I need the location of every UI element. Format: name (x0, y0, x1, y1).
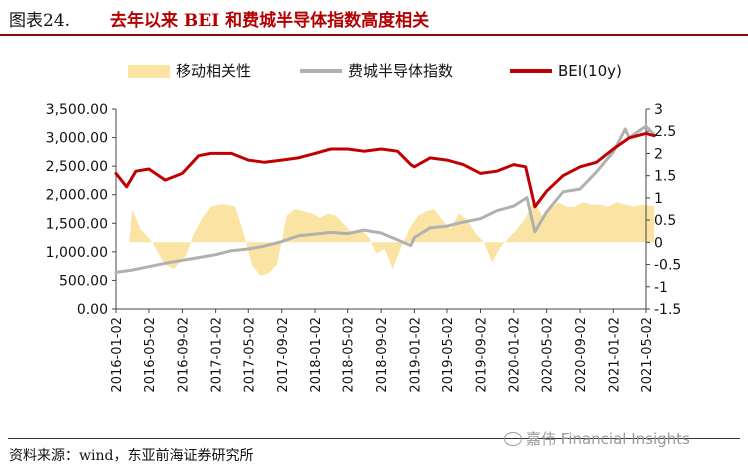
right-tick-label: -0.5 (654, 258, 681, 274)
x-tick-label: 2018-05-02 (342, 317, 357, 393)
figure-label: 图表24. (9, 11, 71, 31)
left-tick-label: 3,000.00 (46, 131, 108, 147)
footer-divider (8, 438, 740, 439)
x-tick-label: 2021-05-02 (640, 317, 655, 393)
right-tick-label: -1 (654, 280, 668, 296)
right-tick-label: -1.5 (654, 302, 681, 318)
series-sox-line (114, 124, 656, 274)
chart-legend: 移动相关性 费城半导体指数 BEI(10y) (128, 62, 622, 80)
left-tick-label: 1,500.00 (46, 216, 108, 232)
right-tick-label: 3 (654, 102, 663, 118)
x-tick-label: 2020-05-02 (541, 317, 556, 393)
series-lines (114, 124, 656, 274)
left-tick-label: 3,500.00 (46, 102, 108, 118)
left-tick-label: 2,000.00 (46, 188, 108, 204)
x-tick-label: 2019-09-02 (475, 317, 490, 393)
source-note: 资料来源：wind，东亚前海证券研究所 (9, 448, 254, 464)
x-tick-label: 2021-01-02 (607, 317, 622, 393)
left-tick-label: 0.00 (77, 302, 108, 318)
x-tick-label: 2020-01-02 (508, 317, 523, 393)
watermark-text: 嘉伟 Financial Insights (526, 430, 690, 448)
x-tick-label: 2016-05-02 (143, 317, 158, 393)
watermark: 嘉伟 Financial Insights (504, 428, 690, 449)
right-tick-label: 2 (654, 146, 663, 162)
legend-label-correlation: 移动相关性 (176, 62, 251, 80)
figure-header: 图表24. 去年以来 BEI 和费城半导体指数高度相关 (0, 0, 748, 36)
chart-svg: 移动相关性 费城半导体指数 BEI(10y) 0.00 500.00 1,000.00 1… (46, 62, 682, 393)
series-correlation-area (116, 200, 655, 276)
left-tick-label: 500.00 (59, 273, 108, 289)
right-tick-label: 0 (654, 235, 663, 251)
right-tick-label: 1.5 (654, 169, 676, 185)
x-tick-label: 2016-01-02 (110, 317, 125, 393)
correlation-area-layer (116, 200, 655, 276)
legend-label-sox: 费城半导体指数 (348, 62, 453, 80)
right-tick-label: 1 (654, 191, 663, 207)
x-tick-label: 2020-09-02 (574, 317, 589, 393)
x-tick-label: 2016-09-02 (176, 317, 191, 393)
right-tick-label: 2.5 (654, 124, 676, 140)
x-tick-label: 2018-01-02 (309, 317, 324, 393)
x-tick-label: 2017-01-02 (210, 317, 225, 393)
x-tick-label: 2017-05-02 (242, 317, 257, 393)
wechat-icon (504, 431, 522, 446)
figure-title: 去年以来 BEI 和费城半导体指数高度相关 (110, 11, 430, 31)
left-tick-label: 2,500.00 (46, 159, 108, 175)
x-tick-label: 2018-09-02 (375, 317, 390, 393)
series-bei-line (114, 131, 656, 209)
legend-label-bei: BEI(10y) (558, 62, 622, 80)
right-tick-label: 0.5 (654, 213, 676, 229)
x-tick-label: 2019-05-02 (441, 317, 456, 393)
legend-swatch-correlation (128, 65, 170, 78)
tick-labels: 0.00 500.00 1,000.00 1,500.00 2,000.00 2,500.… (46, 102, 682, 393)
x-tick-label: 2017-09-02 (276, 317, 291, 393)
x-tick-label: 2019-01-02 (408, 317, 423, 393)
chart-axes (112, 108, 650, 313)
left-tick-label: 1,000.00 (46, 245, 108, 261)
